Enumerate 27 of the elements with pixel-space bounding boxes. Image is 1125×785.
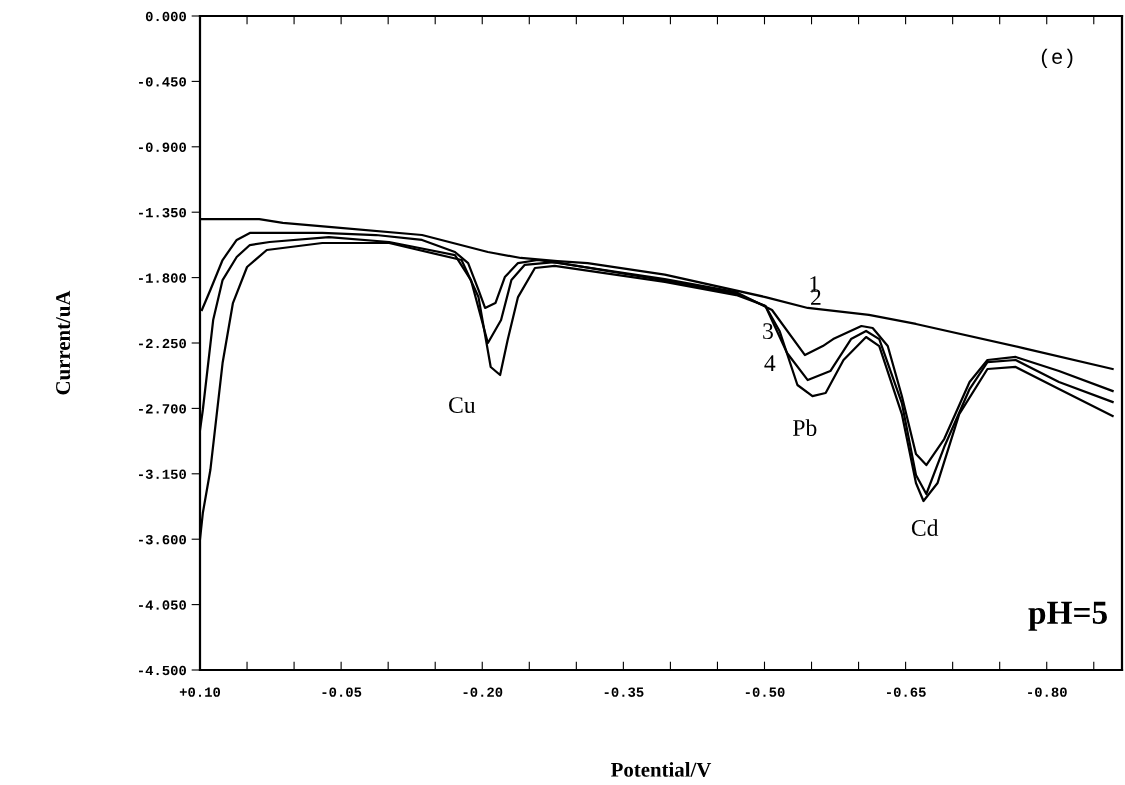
x-tick-label: -0.35 bbox=[604, 687, 644, 697]
x-tick-label: +0.10 bbox=[179, 687, 221, 697]
x-tick-label: -0.80 bbox=[1028, 687, 1067, 697]
annotation: (e) bbox=[1041, 48, 1073, 69]
annotation: 4 bbox=[764, 355, 776, 371]
y-tick-label: -1.350 bbox=[138, 207, 186, 218]
y-tick-label: -2.250 bbox=[138, 338, 186, 349]
y-tick-label: -3.150 bbox=[138, 469, 186, 479]
annotation: Cu bbox=[449, 397, 476, 413]
x-tick-label: -0.05 bbox=[322, 687, 362, 697]
x-tick-label: -0.65 bbox=[886, 687, 926, 697]
y-tick-label: -3.600 bbox=[138, 534, 186, 545]
annotation: pH=5 bbox=[1028, 601, 1107, 631]
y-axis-title: Current/uA bbox=[56, 290, 71, 395]
x-tick-label: -0.20 bbox=[463, 687, 503, 697]
x-tick-label: -0.50 bbox=[745, 687, 785, 697]
y-tick-label: -2.700 bbox=[138, 404, 186, 414]
annotation: Pb bbox=[793, 419, 817, 436]
y-tick-label: -4.500 bbox=[138, 665, 186, 676]
y-tick-label: -0.900 bbox=[138, 142, 186, 152]
y-tick-label: -1.800 bbox=[138, 273, 186, 283]
y-tick-label: 0.000 bbox=[145, 11, 186, 22]
annotation: 3 bbox=[763, 323, 773, 340]
x-axis-title: Potential/V bbox=[611, 762, 712, 777]
y-tick-label: -0.450 bbox=[138, 77, 186, 87]
annotation: Cd bbox=[911, 519, 939, 536]
y-tick-label: -4.050 bbox=[138, 600, 186, 610]
